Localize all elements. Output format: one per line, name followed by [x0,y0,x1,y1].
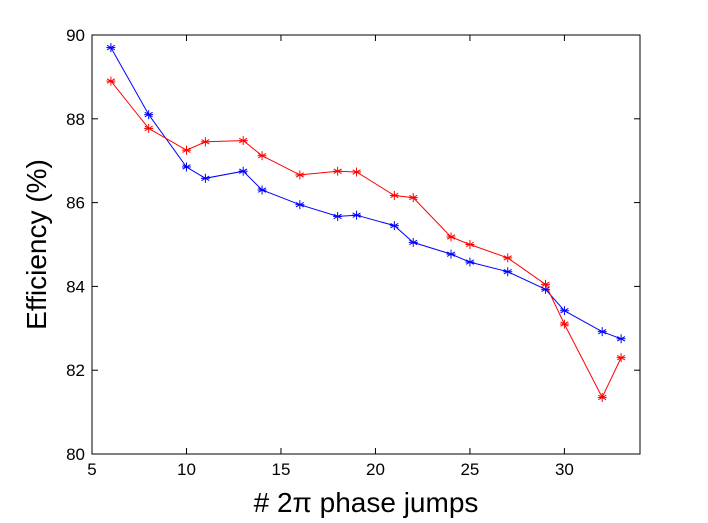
data-point [295,200,305,210]
x-tick-label: 5 [87,460,96,479]
series-line-red [110,80,622,399]
y-tick-label: 90 [66,26,85,45]
data-point [295,170,305,180]
data-point [446,232,456,242]
data-point [559,319,569,329]
x-tick-label: 25 [460,460,479,479]
data-point [446,249,456,259]
data-point [200,173,210,183]
y-tick-label: 82 [66,361,85,380]
data-point [503,253,513,263]
data-point [465,240,475,249]
data-point [333,211,343,221]
x-tick-label: 15 [272,460,291,479]
plot-area [106,43,626,402]
data-point [408,237,418,247]
data-point [616,334,626,344]
y-axis: 80 82 84 86 88 90 [66,26,640,464]
data-point [144,123,154,133]
data-point [389,190,399,200]
data-point [257,185,267,195]
x-axis-label: # 2π phase jumps [254,487,479,518]
y-tick-label: 80 [66,445,85,464]
data-point [389,221,399,231]
x-tick-label: 20 [366,460,385,479]
data-point [597,392,607,402]
data-point [238,166,248,176]
x-axis: 5 10 15 20 25 30 [87,35,574,479]
data-point [257,151,267,161]
data-point [106,43,116,53]
data-point [616,353,626,363]
data-point [465,257,475,267]
data-point [200,137,210,147]
data-point [352,167,362,177]
data-point [597,327,607,337]
data-point [408,193,418,203]
plot-frame [91,34,641,455]
data-point [559,306,569,316]
data-point [352,210,362,220]
series-red [106,76,626,402]
data-point [333,166,343,176]
data-point [144,110,154,120]
y-axis-label: Efficiency (%) [21,159,52,330]
series-blue [106,43,626,344]
x-tick-label: 30 [555,460,574,479]
y-tick-label: 84 [66,277,85,296]
data-point [181,145,191,155]
y-tick-label: 88 [66,110,85,129]
data-point [503,267,513,277]
data-point [106,76,116,86]
x-tick-label: 10 [177,460,196,479]
series-line-blue [110,47,622,340]
y-tick-label: 86 [66,194,85,213]
data-point [238,136,248,146]
data-point [541,279,551,289]
data-point [181,162,191,172]
